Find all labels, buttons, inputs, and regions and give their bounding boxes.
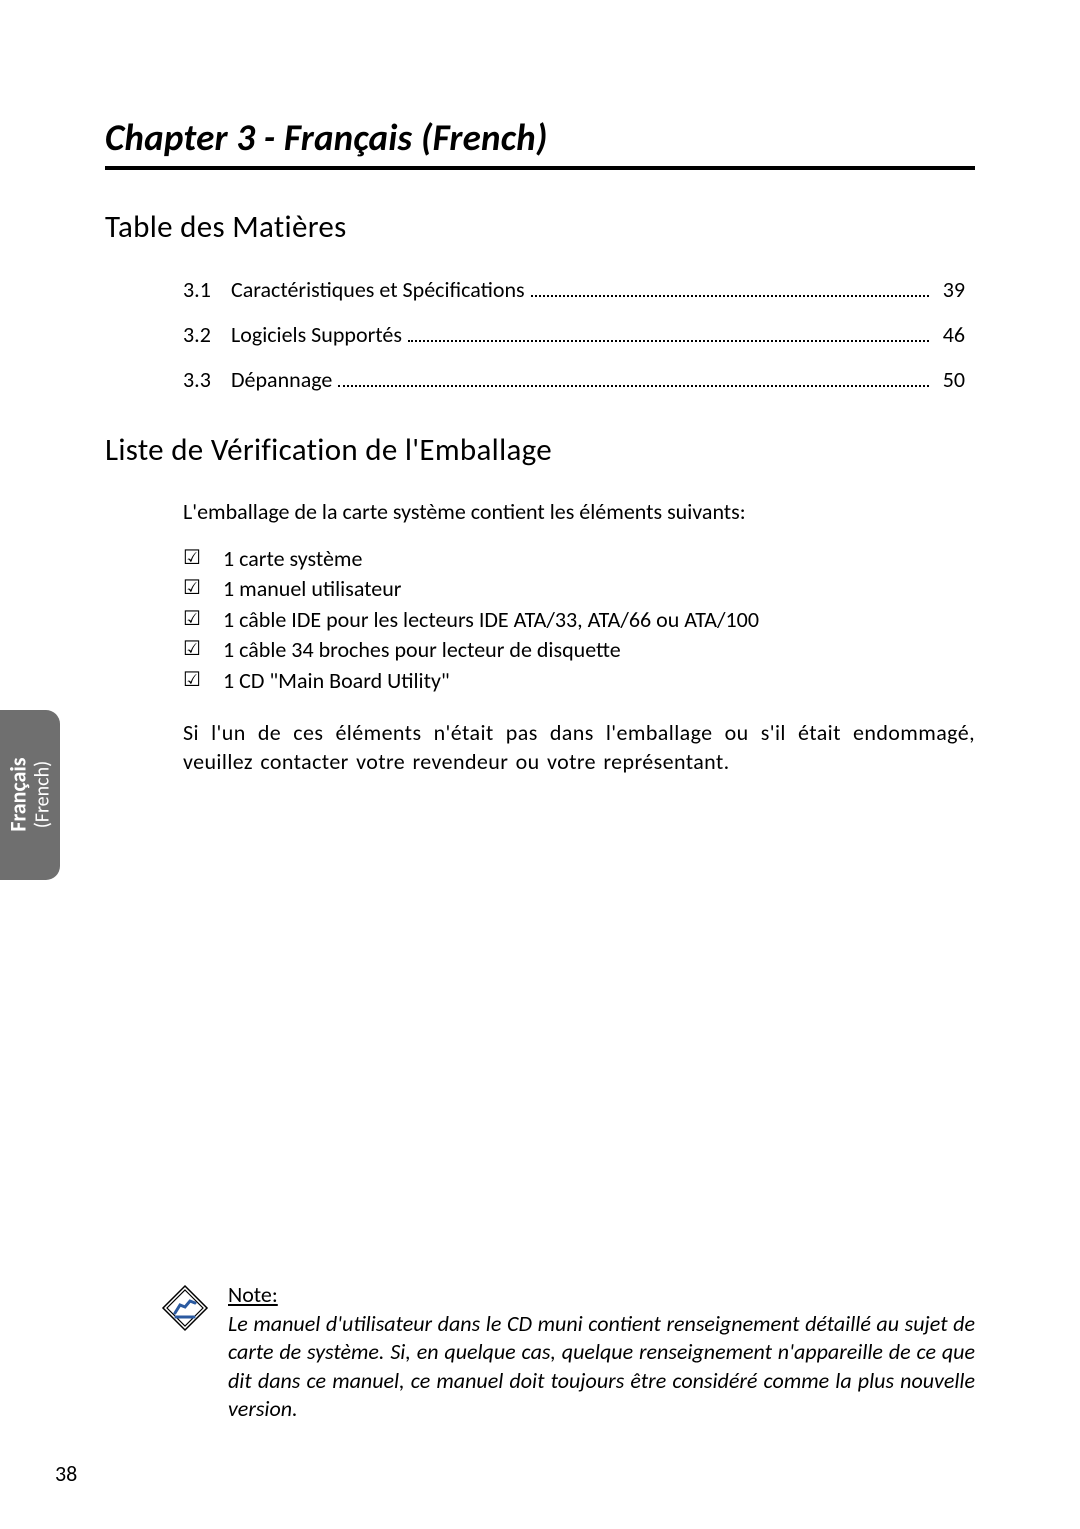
- toc-row: 3.2 Logiciels Supportés 46: [183, 321, 965, 348]
- page-number: 38: [55, 1460, 77, 1487]
- list-item-label: 1 manuel utilisateur: [223, 575, 975, 604]
- list-item: ☑1 carte système: [183, 545, 975, 574]
- toc-num: 3.3: [183, 366, 231, 393]
- toc-row: 3.3 Dépannage 50: [183, 366, 965, 393]
- list-item: ☑1 manuel utilisateur: [183, 575, 975, 604]
- checkbox-icon: ☑: [183, 636, 223, 662]
- table-of-contents: 3.1 Caractéristiques et Spécifications 3…: [105, 276, 975, 393]
- list-item-label: 1 carte système: [223, 545, 975, 574]
- note-icon: [160, 1283, 216, 1338]
- toc-num: 3.1: [183, 276, 231, 303]
- checkbox-icon: ☑: [183, 606, 223, 632]
- checkbox-icon: ☑: [183, 545, 223, 571]
- toc-page: 46: [935, 321, 965, 348]
- toc-row: 3.1 Caractéristiques et Spécifications 3…: [183, 276, 965, 303]
- list-item-label: 1 câble IDE pour les lecteurs IDE ATA/33…: [223, 606, 975, 635]
- follow-paragraph: Si l'un de ces éléments n'était pas dans…: [105, 718, 975, 777]
- checkbox-icon: ☑: [183, 575, 223, 601]
- toc-page: 39: [935, 276, 965, 303]
- chapter-rule: [105, 166, 975, 170]
- toc-label: Logiciels Supportés: [231, 321, 402, 348]
- toc-leader: [338, 385, 928, 387]
- toc-label: Caractéristiques et Spécifications: [231, 276, 525, 303]
- toc-page: 50: [935, 366, 965, 393]
- checkbox-icon: ☑: [183, 667, 223, 693]
- toc-leader: [408, 340, 929, 342]
- page-body: Chapter 3 - Français (French) Table des …: [0, 0, 1080, 1529]
- checklist: ☑1 carte système ☑1 manuel utilisateur ☑…: [105, 545, 975, 696]
- list-item-label: 1 CD "Main Board Utility": [223, 667, 975, 696]
- list-item: ☑1 CD "Main Board Utility": [183, 667, 975, 696]
- list-item: ☑1 câble 34 broches pour lecteur de disq…: [183, 636, 975, 665]
- note-body: Note: Le manuel d'utilisateur dans le CD…: [228, 1281, 975, 1424]
- list-item-label: 1 câble 34 broches pour lecteur de disqu…: [223, 636, 975, 665]
- list-item: ☑1 câble IDE pour les lecteurs IDE ATA/3…: [183, 606, 975, 635]
- chapter-title: Chapter 3 - Français (French): [105, 115, 975, 160]
- note-text: Le manuel d'utilisateur dans le CD muni …: [228, 1310, 975, 1424]
- toc-label: Dépannage: [231, 366, 332, 393]
- toc-heading: Table des Matières: [105, 208, 975, 246]
- toc-num: 3.2: [183, 321, 231, 348]
- intro-paragraph: L'emballage de la carte système contient…: [105, 497, 975, 527]
- note-block: Note: Le manuel d'utilisateur dans le CD…: [160, 1281, 975, 1424]
- toc-leader: [531, 295, 929, 297]
- list-heading: Liste de Vérification de l'Emballage: [105, 431, 975, 469]
- note-title: Note:: [228, 1281, 975, 1308]
